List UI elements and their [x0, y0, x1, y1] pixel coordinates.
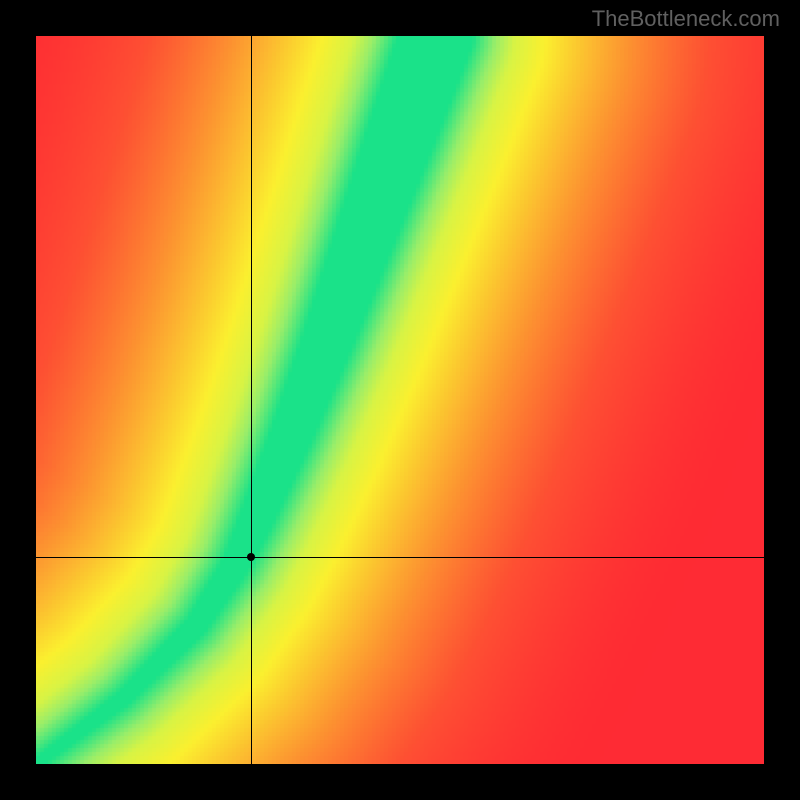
crosshair-vertical: [251, 36, 252, 764]
marker-dot: [247, 553, 255, 561]
heatmap-plot: [36, 36, 764, 764]
crosshair-horizontal: [36, 557, 764, 558]
watermark-text: TheBottleneck.com: [592, 6, 780, 32]
heatmap-canvas: [36, 36, 764, 764]
